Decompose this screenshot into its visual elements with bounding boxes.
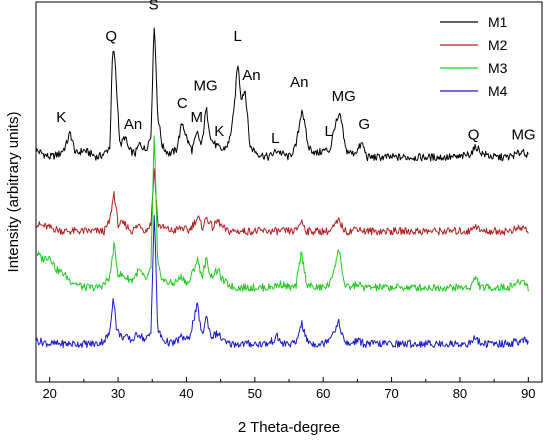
plot-frame <box>35 1 543 383</box>
peak-label: G <box>358 116 370 133</box>
peak-label: Q <box>105 28 117 45</box>
x-tick-label: 70 <box>384 386 398 401</box>
legend-label-m4: M4 <box>488 83 508 99</box>
peak-label: MG <box>511 127 535 144</box>
x-tick-label: 40 <box>179 386 193 401</box>
series-line-m1 <box>35 27 529 162</box>
series-line-m2 <box>35 168 529 236</box>
x-tick-label: 60 <box>316 386 330 401</box>
series-line-m4 <box>35 214 529 349</box>
series-line-m3 <box>35 135 529 292</box>
peak-label: MG <box>332 88 356 105</box>
peak-label: An <box>242 67 260 84</box>
peak-label: L <box>324 123 332 140</box>
peak-label: MG <box>193 77 217 94</box>
peak-label: An <box>124 116 142 133</box>
x-tick-label: 30 <box>111 386 125 401</box>
peak-label: M <box>190 109 203 126</box>
peak-label: L <box>271 130 279 147</box>
peak-label: C <box>177 95 188 112</box>
x-tick-label: 50 <box>248 386 262 401</box>
peak-annotations: KQAnMSCMMGKLAnLAnLMGGQMG <box>56 0 535 147</box>
x-axis-title: 2 Theta-degree <box>238 419 340 436</box>
legend: M1 M2 M3 M4 <box>440 14 508 99</box>
peak-label: An <box>290 74 308 91</box>
legend-label-m3: M3 <box>488 60 508 76</box>
x-tick-label: 90 <box>521 386 535 401</box>
legend-label-m2: M2 <box>488 37 508 53</box>
peak-label: K <box>56 109 66 126</box>
x-tick-label: 20 <box>42 386 56 401</box>
series-group <box>35 27 529 349</box>
peak-label: L <box>234 28 242 45</box>
peak-label: K <box>214 123 224 140</box>
peak-label: Q <box>468 127 480 144</box>
y-axis-title: Intensity (arbitrary units) <box>5 112 22 273</box>
x-axis-ticks: 20 30 40 50 60 70 80 90 <box>42 377 536 401</box>
legend-label-m1: M1 <box>488 14 508 30</box>
x-tick-label: 80 <box>453 386 467 401</box>
peak-label: S <box>149 0 159 13</box>
